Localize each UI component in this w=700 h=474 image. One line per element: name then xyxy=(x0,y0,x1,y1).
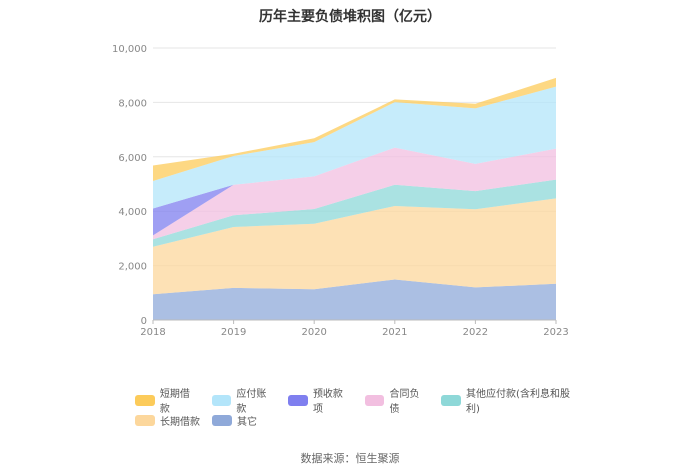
legend-label: 短期借款 xyxy=(159,389,190,415)
x-tick-label: 2018 xyxy=(140,327,165,338)
x-tick-label: 2022 xyxy=(463,327,488,338)
legend-item[interactable]: 长期借款 xyxy=(135,413,200,428)
legend-item[interactable]: 应付账款 xyxy=(211,385,277,415)
legend-label: 其他应付款(含利息和股利) xyxy=(466,389,570,415)
area-series xyxy=(153,86,556,209)
legend-label: 应付账款 xyxy=(236,389,267,415)
y-tick-label: 6,000 xyxy=(118,153,147,164)
y-tick-label: 0 xyxy=(141,316,147,327)
area-series xyxy=(153,198,556,295)
legend-item[interactable]: 预收款项 xyxy=(288,385,353,415)
x-tick-label: 2023 xyxy=(543,327,568,338)
x-tick-label: 2019 xyxy=(221,327,246,338)
area-series xyxy=(153,179,556,247)
data-source: 数据来源：恒生聚源 xyxy=(300,452,400,465)
area-layers xyxy=(153,77,556,320)
legend-label: 预收款项 xyxy=(312,389,343,415)
legend-swatch xyxy=(212,414,232,426)
chart-title: 历年主要负债堆积图（亿元） xyxy=(259,9,441,25)
legend-swatch xyxy=(135,394,155,406)
y-tick-label: 4,000 xyxy=(118,207,147,218)
y-tick-label: 8,000 xyxy=(118,98,147,109)
x-tick-label: 2021 xyxy=(382,327,407,338)
legend-swatch xyxy=(211,394,232,406)
legend-swatch xyxy=(364,394,385,406)
legend-label: 合同负债 xyxy=(389,389,420,415)
y-tick-label: 10,000 xyxy=(112,44,147,55)
legend-item[interactable]: 其它 xyxy=(212,413,257,428)
y-tick-label: 2,000 xyxy=(118,262,147,273)
axes: 0 2,000 4,000 6,000 8,000 10,000 2018 2019 2020 2… xyxy=(112,44,569,338)
legend-item[interactable]: 合同负债 xyxy=(364,385,430,415)
area-series xyxy=(153,147,556,240)
legend-item[interactable]: 短期借款 xyxy=(135,385,200,415)
legend-swatch xyxy=(441,394,462,406)
legend: 短期借款 应付账款 预收款项 合同负债 其他应付款(含利息和股利) 长期借款 其它 xyxy=(135,389,595,430)
area-series xyxy=(153,279,556,320)
legend-row: 长期借款 其它 xyxy=(135,410,595,430)
x-tick-label: 2020 xyxy=(301,327,326,338)
legend-label: 长期借款 xyxy=(160,416,200,428)
legend-swatch xyxy=(288,394,308,406)
legend-swatch xyxy=(135,414,155,426)
legend-label: 其它 xyxy=(237,416,257,428)
legend-item[interactable]: 其他应付款(含利息和股利) xyxy=(441,385,583,415)
area-series xyxy=(153,77,556,181)
legend-row: 短期借款 应付账款 预收款项 合同负债 其他应付款(含利息和股利) xyxy=(135,389,595,415)
